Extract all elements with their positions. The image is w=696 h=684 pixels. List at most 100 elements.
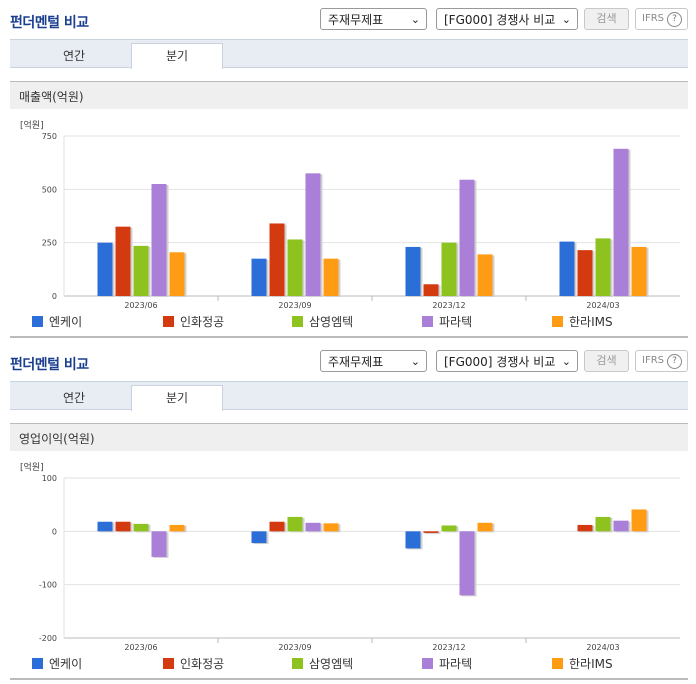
y-tick-label: 0 (52, 527, 57, 536)
bar (133, 523, 149, 532)
legend-item[interactable]: 파라텍 (422, 655, 472, 672)
x-tick-label: 2023/12 (432, 301, 465, 310)
legend-item[interactable]: 한라IMS (552, 313, 613, 330)
bar (405, 246, 421, 296)
bar (423, 531, 439, 533)
section-divider (10, 678, 688, 680)
bar (169, 524, 185, 532)
legend-swatch (32, 658, 43, 669)
bar (441, 242, 457, 296)
y-tick-label: 100 (42, 474, 57, 483)
statement-type-select[interactable]: 주재무제표 ⌄ (320, 8, 427, 30)
legend-item[interactable]: 인화정공 (163, 313, 224, 330)
legend-label: 삼영엠텍 (309, 315, 354, 329)
statement-type-select[interactable]: 주재무제표 ⌄ (320, 350, 427, 372)
period-tabs: 연간 분기 (10, 381, 688, 411)
y-tick-label: 750 (42, 132, 57, 141)
section-label: 매출액(억원) (19, 90, 84, 104)
x-tick-label: 2023/09 (278, 643, 311, 652)
y-tick-label: -200 (39, 634, 57, 643)
comparison-group-select[interactable]: [FG000] 경쟁사 비교 ⌄ (436, 8, 578, 30)
tab-quarterly[interactable]: 분기 (131, 385, 223, 411)
chevron-down-icon: ⌄ (561, 13, 571, 26)
legend-label: 삼영엠텍 (309, 657, 354, 671)
bar (423, 284, 439, 296)
legend-item[interactable]: 엔케이 (32, 655, 82, 672)
tab-quarterly[interactable]: 분기 (131, 43, 223, 69)
legend-swatch (552, 658, 563, 669)
y-tick-label: 0 (52, 292, 57, 301)
bar (97, 521, 113, 532)
comparison-panel: 펀더멘털 비교 주재무제표 ⌄ [FG000] 경쟁사 비교 ⌄ 검색 IFRS? 연간 분기 매… (0, 8, 696, 338)
bar (287, 239, 303, 296)
legend-swatch (552, 316, 563, 327)
bar (631, 246, 647, 296)
comparison-group-value: [FG000] 경쟁사 비교 (444, 355, 556, 369)
period-tabs: 연간 분기 (10, 39, 688, 69)
panel-title: 펀더멘털 비교 (10, 357, 89, 373)
bar (323, 523, 339, 532)
y-tick-label: 500 (42, 185, 57, 194)
bar (595, 516, 611, 532)
legend-label: 엔케이 (49, 315, 83, 329)
bar (251, 531, 267, 544)
bar (459, 531, 475, 596)
x-tick-label: 2024/03 (586, 643, 619, 652)
legend-label: 파라텍 (439, 315, 473, 329)
bar (613, 148, 629, 296)
bar (613, 520, 629, 532)
legend-item[interactable]: 인화정공 (163, 655, 224, 672)
tab-annual[interactable]: 연간 (62, 391, 86, 405)
bar (115, 226, 131, 296)
bar (251, 258, 267, 296)
ifrs-help-button[interactable]: IFRS? (635, 350, 688, 372)
bar (305, 173, 321, 296)
bar (269, 223, 285, 296)
bar (115, 521, 131, 532)
x-tick-label: 2024/03 (586, 301, 619, 310)
chevron-down-icon: ⌄ (561, 355, 571, 368)
help-icon: ? (667, 354, 682, 369)
bar (441, 525, 457, 532)
ifrs-help-button[interactable]: IFRS? (635, 8, 688, 30)
comparison-group-value: [FG000] 경쟁사 비교 (444, 13, 556, 27)
search-button[interactable]: 검색 (584, 350, 629, 372)
section-label: 영업이익(억원) (19, 432, 95, 446)
statement-type-value: 주재무제표 (328, 355, 384, 369)
legend-swatch (163, 658, 174, 669)
legend-swatch (422, 316, 433, 327)
legend-swatch (422, 658, 433, 669)
bar (151, 531, 167, 557)
legend-item[interactable]: 엔케이 (32, 313, 82, 330)
bar (577, 524, 593, 532)
x-tick-label: 2023/09 (278, 301, 311, 310)
y-tick-label: 250 (42, 239, 57, 248)
legend-swatch (292, 658, 303, 669)
comparison-group-select[interactable]: [FG000] 경쟁사 비교 ⌄ (436, 350, 578, 372)
bar-chart: 0 250 500 750 2023/06 2023/09 2023/12 2024/03 (42, 132, 680, 310)
legend-label: 인화정공 (180, 315, 225, 329)
legend-label: 인화정공 (180, 657, 225, 671)
section-header: 매출액(억원) (10, 81, 688, 109)
tab-annual[interactable]: 연간 (62, 49, 86, 63)
legend-label: 한라IMS (569, 315, 613, 329)
legend-item[interactable]: 삼영엠텍 (292, 313, 353, 330)
chart-legend: 엔케이 인화정공 삼영엠텍 파라텍 한라IMS (0, 313, 696, 329)
bar (477, 254, 493, 296)
bar (477, 522, 493, 532)
bar (631, 509, 647, 532)
bar (305, 522, 321, 532)
x-tick-label: 2023/06 (124, 643, 157, 652)
search-button[interactable]: 검색 (584, 8, 629, 30)
chevron-down-icon: ⌄ (410, 13, 420, 26)
legend-item[interactable]: 파라텍 (422, 313, 472, 330)
legend-swatch (163, 316, 174, 327)
legend-item[interactable]: 삼영엠텍 (292, 655, 353, 672)
legend-item[interactable]: 한라IMS (552, 655, 613, 672)
bar-chart: -200 -100 0 100 2023/06 2023/09 2023/12 2024/03 (39, 474, 680, 652)
statement-type-value: 주재무제표 (328, 13, 384, 27)
bar-shadow (425, 532, 441, 534)
legend-swatch (32, 316, 43, 327)
ifrs-label: IFRS (642, 355, 664, 366)
chart-legend: 엔케이 인화정공 삼영엠텍 파라텍 한라IMS (0, 655, 696, 671)
